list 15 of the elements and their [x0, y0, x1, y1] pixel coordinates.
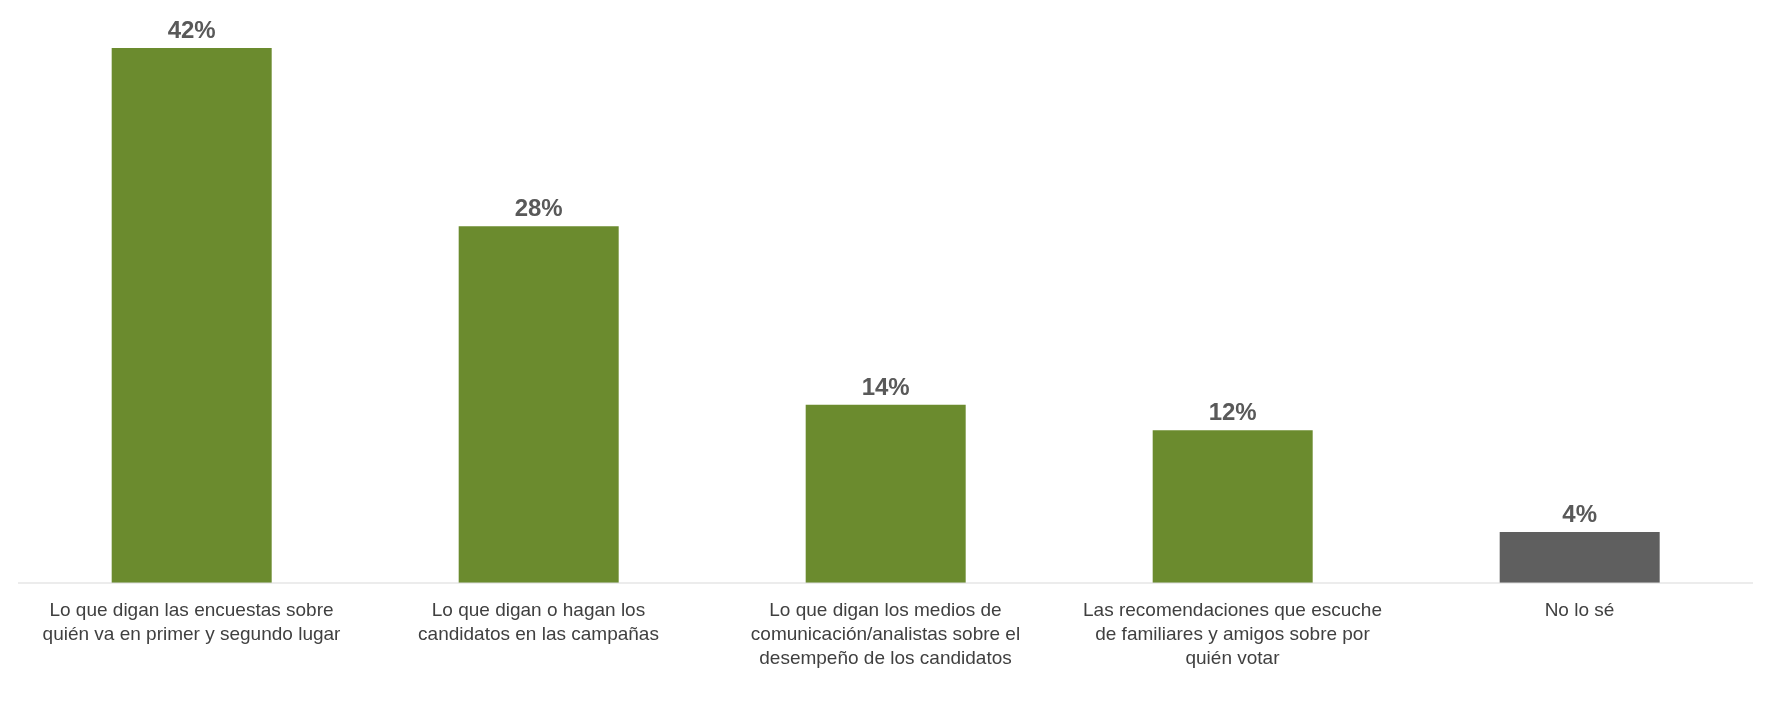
bar	[111, 48, 272, 583]
x-tick-label: Lo que digan o hagan los candidatos en las campañas	[418, 599, 659, 645]
data-label: 4%	[1562, 500, 1598, 528]
x-tick-label: Lo que digan los medios de comunicación/analistas sobre el desempeño de los candidatos	[750, 599, 1021, 669]
data-label: 28%	[514, 194, 563, 222]
bar	[805, 404, 966, 583]
data-label: 42%	[167, 16, 216, 43]
data-label: 12%	[1208, 398, 1257, 426]
bar	[1152, 430, 1313, 583]
x-tick-label: Las recomendaciones que escuche de familiares y amigos sobre por quién votar	[1083, 599, 1382, 669]
data-label: 14%	[861, 372, 910, 400]
x-tick-label: No lo sé	[1544, 599, 1615, 621]
x-tick-label: Lo que digan las encuestas sobre quién va en primer y segundo lugar	[42, 599, 342, 645]
bar	[458, 226, 619, 583]
bar	[1499, 532, 1660, 583]
